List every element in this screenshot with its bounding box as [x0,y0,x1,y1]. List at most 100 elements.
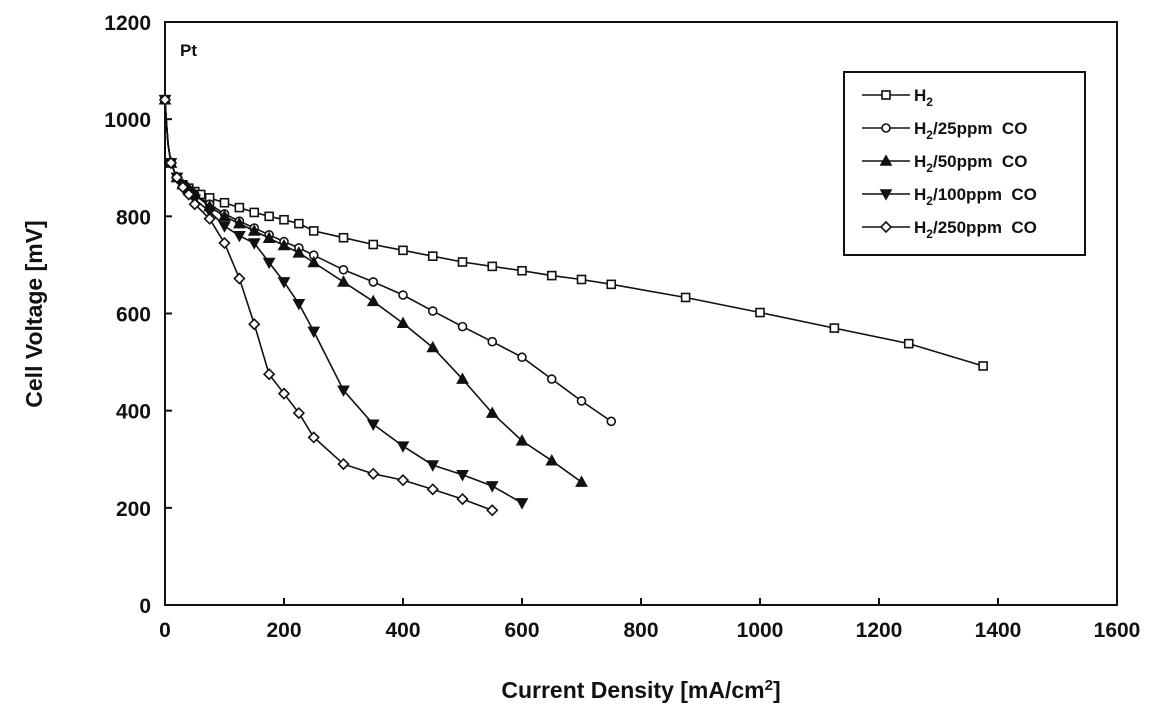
data-point [203,212,216,225]
x-tick-label: 1600 [1094,619,1141,642]
data-point [219,197,230,208]
data-point [307,326,321,339]
data-point [182,188,195,201]
data-point [368,239,379,250]
data-point [515,498,529,510]
data-point [294,218,304,229]
data-point [233,230,246,243]
data-point [247,224,261,236]
data-point [279,214,289,225]
legend-label-main: H [914,185,926,204]
legend-label-sub: 2 [926,194,933,208]
legend-label-main: H [914,218,926,237]
data-point [606,279,617,290]
data-point [456,492,469,506]
data-point [487,261,498,272]
data-point [188,198,201,211]
legend-label: H2 [914,86,933,109]
data-point [277,238,291,251]
data-point [546,270,557,281]
data-point [485,481,499,493]
data-point [249,207,260,218]
legend-label-sub: 2 [926,128,933,142]
legend-label-rest: /50ppm CO [933,152,1027,171]
series-4 [158,94,529,510]
data-point [307,255,321,268]
y-tick-label: 1000 [104,109,151,132]
data-point [606,416,617,427]
legend-swatch-marker [879,154,893,166]
data-point [292,298,306,311]
series-line [164,99,493,512]
data-point [170,171,184,184]
data-point [233,216,246,229]
legend-swatch-marker [879,189,893,201]
data-point [680,292,691,303]
data-point [546,374,557,384]
data-point [457,257,468,267]
data-point [247,238,261,250]
data-point [545,454,559,466]
data-point [426,483,439,496]
x-tick-label: 600 [504,619,539,642]
legend-label-rest: /25ppm CO [933,119,1027,138]
legend-label: H2/50ppm CO [914,152,1027,175]
data-point [337,275,350,287]
data-point [248,318,261,331]
data-point [576,396,587,406]
x-tick-label: 1200 [856,619,903,642]
x-axis-title-main: Current Density [mA/cm [501,677,764,703]
data-point [292,246,306,258]
data-point [427,306,438,316]
data-point [218,209,231,222]
data-point [164,156,178,170]
data-point [308,226,319,236]
x-axis-title: Current Density [mA/cm2] [501,677,780,704]
data-point [515,434,529,446]
legend-label-sub: 2 [926,95,933,109]
data-point [176,181,189,194]
legend-swatch-marker [879,220,893,234]
x-tick-label: 1000 [737,619,784,642]
axis-ticks: 0 200 400 600 800 1000 1200 1400 1600 0 200 400 600 8… [104,12,1140,642]
data-point [427,251,438,261]
series-2 [160,94,617,427]
legend-swatch-marker [881,123,891,133]
plot-annotation: Pt [180,41,197,60]
legend-item: H2/250ppm CO [862,218,1037,241]
x-tick-label: 800 [623,619,658,642]
legend-item: H2 [862,86,933,109]
y-tick-label: 0 [139,595,151,618]
data-point [218,236,231,250]
data-point [262,257,276,270]
data-point [233,272,246,285]
data-point [517,352,527,363]
data-point [234,202,245,213]
legend-label: H2/100ppm CO [914,185,1037,208]
series-layer [158,93,988,517]
data-point [368,277,379,287]
data-point [456,469,469,482]
x-axis-title-sup: 2 [765,677,773,694]
data-point [396,474,410,487]
legend-label-rest: /100ppm CO [933,185,1037,204]
data-point [338,232,349,243]
legend-item: H2/25ppm CO [862,119,1027,142]
data-point [398,245,408,256]
legend-label-sub: 2 [926,227,933,241]
y-axis-title: Cell Voltage [mV] [21,220,47,407]
series-1 [160,94,988,371]
data-point [426,340,440,353]
legend-item: H2/50ppm CO [862,152,1027,175]
data-point [366,294,380,307]
legend-label-sub: 2 [926,161,933,175]
x-tick-label: 400 [385,619,420,642]
x-tick-label: 1400 [975,619,1022,642]
data-point [829,323,840,333]
data-point [262,368,276,381]
data-point [292,406,306,420]
data-point [277,277,291,289]
data-point [517,265,527,276]
